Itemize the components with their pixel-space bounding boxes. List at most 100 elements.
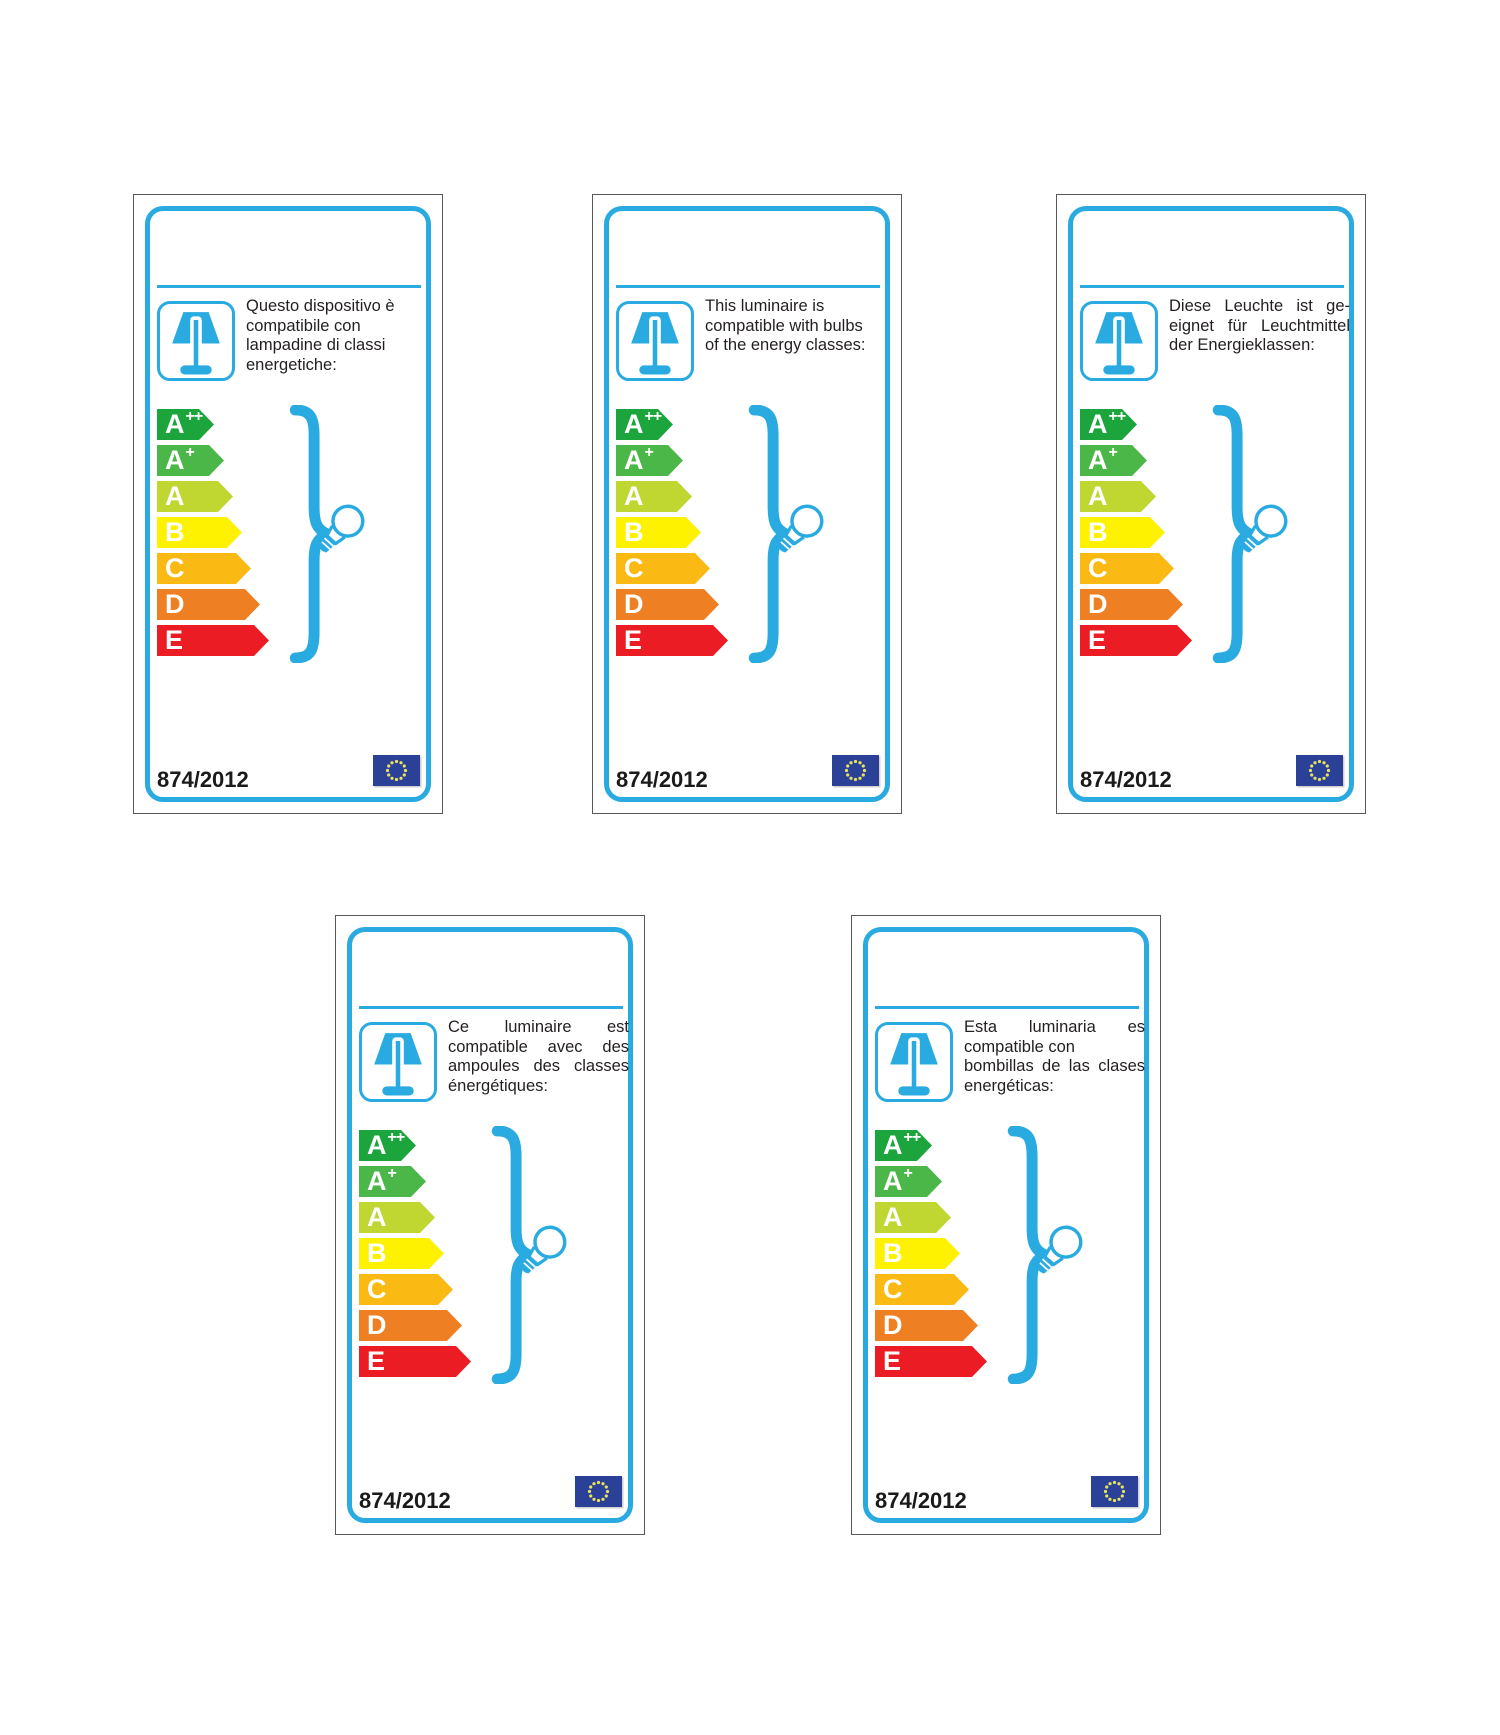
- lamp-icon-box: [157, 301, 235, 381]
- energy-class-letter: B: [624, 517, 644, 547]
- compatibility-text-line: compatibile con: [246, 316, 361, 335]
- compatibility-text-line: Questo dispositivo è: [246, 297, 395, 315]
- energy-class-letter: A: [1088, 409, 1108, 439]
- energy-class-arrow-b: B: [875, 1238, 960, 1269]
- curly-brace: [1007, 1126, 1051, 1384]
- energy-class-arrow-a-plus: A+: [875, 1166, 942, 1197]
- table-lamp-icon: [172, 312, 220, 375]
- energy-class-arrow-a: A: [157, 481, 233, 512]
- energy-class-letter: A: [367, 1166, 387, 1196]
- energy-class-letter: A: [165, 445, 185, 475]
- energy-class-arrow-a: A: [616, 481, 692, 512]
- energy-class-arrow-b: B: [616, 517, 701, 548]
- energy-class-arrow-c: C: [616, 553, 710, 584]
- compatibility-text-line: Diese Leuchte ist ge-: [1169, 297, 1350, 315]
- energy-class-sup: ++: [1108, 408, 1126, 425]
- compatibility-text-line: ampoules des classes: [448, 1057, 629, 1075]
- energy-class-arrow-a-plus-plus: A++: [875, 1130, 932, 1161]
- energy-class-letter: A: [624, 481, 644, 511]
- energy-label-french: Ce luminaire est compatible avec des amp…: [335, 915, 645, 1535]
- energy-class-arrow-a-plus: A+: [1080, 445, 1147, 476]
- energy-class-arrow-e: E: [616, 625, 728, 656]
- energy-class-sup: +: [185, 444, 194, 461]
- energy-class-sup: ++: [185, 408, 203, 425]
- energy-class-arrow-d: D: [359, 1310, 462, 1341]
- energy-class-arrow-c: C: [1080, 553, 1174, 584]
- energy-class-arrow-c: C: [359, 1274, 453, 1305]
- lamp-icon-box: [359, 1022, 437, 1102]
- light-bulb-icon: [318, 504, 365, 553]
- lamp-icon-box: [1080, 301, 1158, 381]
- eu-flag-icon: [575, 1476, 622, 1507]
- energy-class-arrow-a-plus-plus: A++: [157, 409, 214, 440]
- regulation-number: 874/2012: [359, 1488, 451, 1513]
- energy-class-sup: +: [903, 1165, 912, 1182]
- energy-class-scale: A++ A+ A B C D E: [359, 1130, 471, 1382]
- curly-brace: [748, 405, 792, 663]
- lamp-icon-box: [875, 1022, 953, 1102]
- eu-flag-icon: [1091, 1476, 1138, 1507]
- energy-class-letter: D: [367, 1310, 387, 1340]
- label-blue-frame: [1068, 206, 1354, 802]
- energy-class-arrow-c: C: [157, 553, 251, 584]
- energy-class-arrow-b: B: [359, 1238, 444, 1269]
- energy-class-letter: A: [883, 1202, 903, 1232]
- compatibility-text-line: lampadine di classi: [246, 336, 386, 354]
- energy-class-arrow-e: E: [1080, 625, 1192, 656]
- energy-class-arrow-a-plus-plus: A++: [359, 1130, 416, 1161]
- curly-brace: [1212, 405, 1256, 663]
- energy-class-letter: D: [624, 589, 644, 619]
- light-bulb-icon: [1241, 504, 1288, 553]
- compatibility-text: Questo dispositivo è compatibile con lam…: [246, 297, 427, 375]
- label-blue-frame: [347, 927, 633, 1523]
- compatibility-text: This luminaire is compatible with bulbs …: [705, 297, 886, 356]
- compatibility-text-line: energéticas:: [964, 1076, 1054, 1095]
- regulation-number: 874/2012: [1080, 767, 1172, 792]
- header-divider: [157, 285, 421, 288]
- curly-brace: [491, 1126, 535, 1384]
- header-divider: [359, 1006, 623, 1009]
- label-blue-frame: [863, 927, 1149, 1523]
- energy-class-letter: B: [883, 1238, 903, 1268]
- curly-brace: [289, 405, 333, 663]
- energy-class-letter: C: [883, 1274, 903, 1304]
- energy-class-scale: A++ A+ A B C D E: [875, 1130, 987, 1382]
- compatibility-text-line: der Energieklassen:: [1169, 336, 1315, 354]
- light-bulb-icon: [1036, 1225, 1083, 1274]
- energy-class-arrow-a-plus-plus: A++: [1080, 409, 1137, 440]
- energy-class-letter: C: [1088, 553, 1108, 583]
- label-blue-frame: [604, 206, 890, 802]
- energy-class-letter: A: [624, 445, 644, 475]
- eu-flag-icon: [832, 755, 879, 786]
- brace-and-bulb-graphic: [491, 1126, 567, 1384]
- energy-class-letter: D: [165, 589, 185, 619]
- compatibility-text-line: energetiche:: [246, 355, 337, 374]
- table-lamp-icon: [890, 1033, 938, 1096]
- energy-class-arrow-d: D: [616, 589, 719, 620]
- compatibility-text-line: eignet für Leuchtmittel: [1169, 316, 1350, 335]
- energy-label-spanish: Esta luminaria es compatible con bombill…: [851, 915, 1161, 1535]
- energy-label-german: Diese Leuchte ist ge- eignet für Leuchtm…: [1056, 194, 1366, 814]
- energy-label-italian: Questo dispositivo è compatibile con lam…: [133, 194, 443, 814]
- header-divider: [616, 285, 880, 288]
- energy-class-letter: A: [165, 481, 185, 511]
- energy-class-letter: E: [367, 1346, 386, 1376]
- energy-class-letter: E: [1088, 625, 1107, 655]
- compatibility-text-line: compatible avec des: [448, 1037, 629, 1056]
- energy-class-arrow-c: C: [875, 1274, 969, 1305]
- energy-class-arrow-a-plus-plus: A++: [616, 409, 673, 440]
- energy-class-sup: +: [644, 444, 653, 461]
- light-bulb-icon: [520, 1225, 567, 1274]
- energy-class-sup: ++: [903, 1129, 921, 1146]
- energy-class-letter: A: [367, 1130, 387, 1160]
- energy-class-arrow-d: D: [157, 589, 260, 620]
- eu-flag-icon: [373, 755, 420, 786]
- energy-class-arrow-d: D: [875, 1310, 978, 1341]
- compatibility-text-line: énergétiques:: [448, 1076, 548, 1095]
- energy-class-arrow-a: A: [359, 1202, 435, 1233]
- energy-class-arrow-a-plus: A+: [359, 1166, 426, 1197]
- brace-and-bulb-graphic: [1007, 1126, 1083, 1384]
- header-divider: [875, 1006, 1139, 1009]
- table-lamp-icon: [374, 1033, 422, 1096]
- energy-class-letter: E: [165, 625, 184, 655]
